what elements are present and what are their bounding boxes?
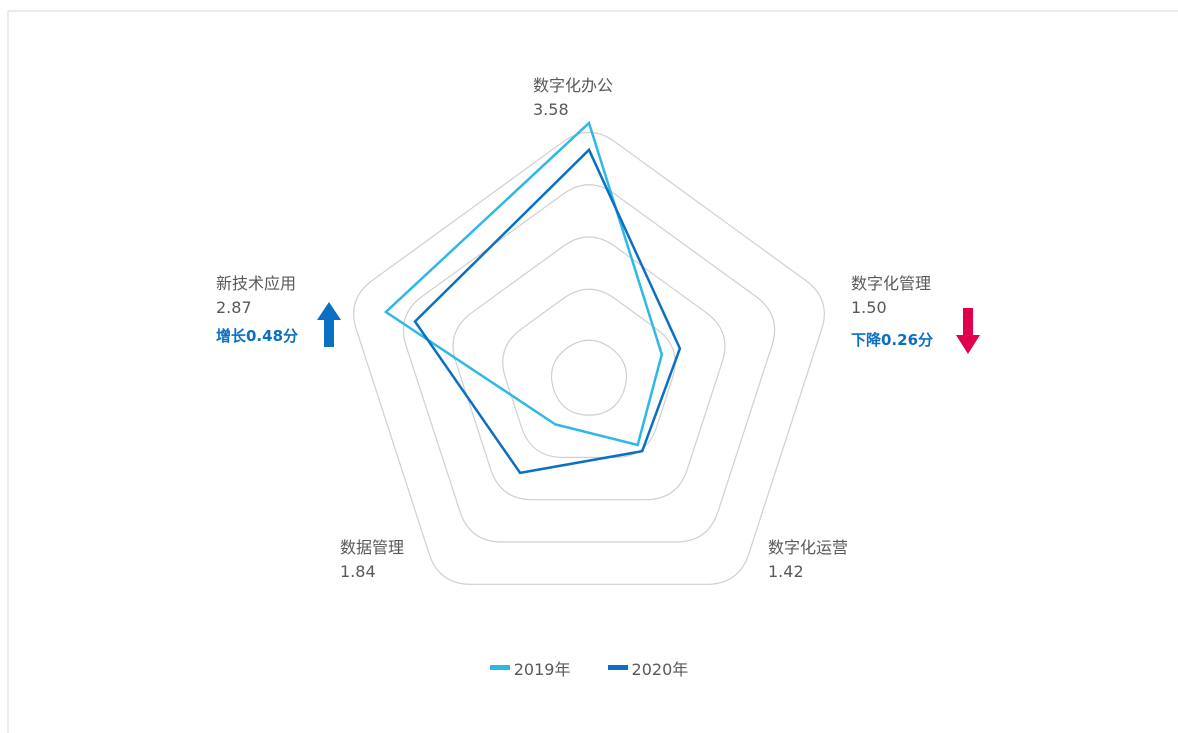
axis-label-digital-operation: 数字化运营 1.42 — [768, 538, 849, 581]
axis-label-digital-office: 数字化办公 3.58 — [533, 76, 614, 119]
legend-swatch-2020 — [607, 665, 628, 670]
down-arrow-icon — [956, 308, 980, 354]
radar-ring-5 — [353, 131, 825, 585]
decrease-annotation: 下降0.26分 — [851, 331, 934, 349]
legend-label-2020: 2020年 — [631, 659, 689, 679]
legend-item-2019[interactable]: 2019年 — [489, 656, 571, 680]
legend-item-2020[interactable]: 2020年 — [607, 656, 689, 680]
radar-ring-4 — [402, 184, 776, 543]
up-arrow-icon — [317, 302, 341, 347]
axis-label-digital-management: 数字化管理 1.50 — [851, 274, 932, 317]
increase-annotation: 增长0.48分 — [216, 327, 299, 345]
axis-label-data-management: 数据管理 1.84 — [340, 538, 405, 581]
legend-swatch-2019 — [489, 665, 510, 670]
series-line-2020年 — [413, 147, 682, 475]
axis-label-new-tech: 新技术应用 2.87 — [216, 274, 297, 317]
radar-ring-3 — [452, 236, 726, 501]
radar-series — [383, 120, 682, 475]
series-line-2019年 — [383, 120, 664, 447]
legend: 2019年 2020年 — [0, 655, 1178, 680]
radar-ring-1 — [550, 339, 628, 416]
legend-label-2019: 2019年 — [513, 659, 571, 679]
radar-grid — [353, 131, 825, 585]
